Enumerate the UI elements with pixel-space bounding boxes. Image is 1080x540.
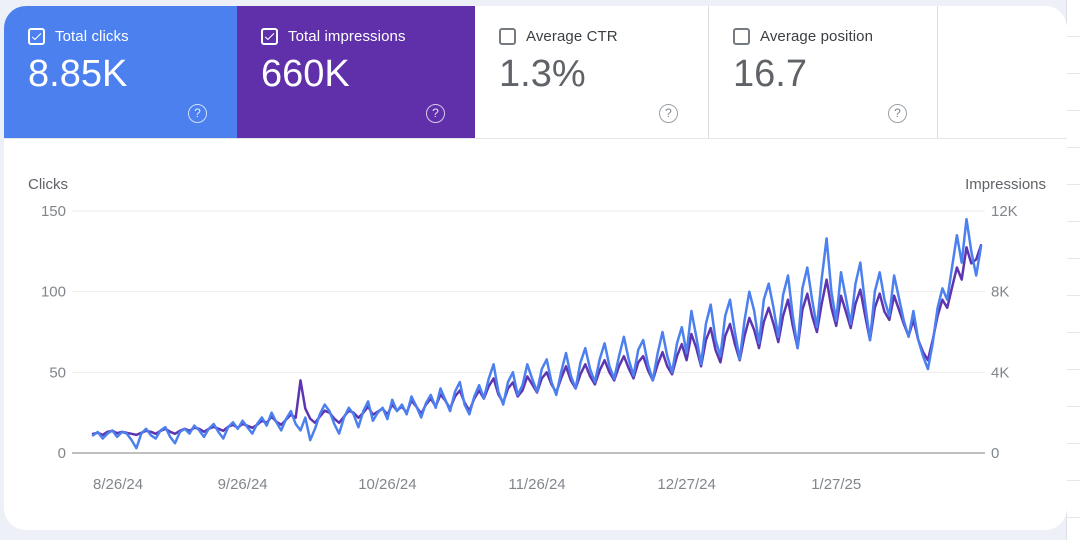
metric-label: Average position xyxy=(760,28,874,45)
left-axis-tick-label: 0 xyxy=(58,445,66,462)
left-axis-title: Clicks xyxy=(28,176,68,193)
metric-header: Average CTR xyxy=(499,28,708,45)
chart-plot-area[interactable]: 150 12K 100 8K 50 4K 0 0 8/26/24 9/26/24 10/26/24 1… xyxy=(4,166,1067,530)
checkbox-checked-icon[interactable] xyxy=(261,28,278,45)
help-icon[interactable]: ? xyxy=(426,104,445,123)
clicks-line-series[interactable] xyxy=(91,217,983,450)
metric-value: 1.3% xyxy=(499,53,586,95)
x-axis-tick-label: 11/26/24 xyxy=(508,476,565,493)
checkbox-unchecked-icon[interactable] xyxy=(499,28,516,45)
metric-card-average-ctr[interactable]: Average CTR 1.3% ? xyxy=(475,6,709,138)
metric-value: 660K xyxy=(261,53,350,95)
right-axis-tick-label: 4K xyxy=(991,364,1009,381)
x-axis-tick-label: 10/26/24 xyxy=(358,476,416,493)
metric-header: Average position xyxy=(733,28,937,45)
right-axis-tick-label: 0 xyxy=(991,445,999,462)
performance-card: Total clicks 8.85K ? Total impressions 6… xyxy=(4,6,1067,530)
right-axis-tick-label: 12K xyxy=(991,203,1018,220)
metric-label: Average CTR xyxy=(526,28,618,45)
x-axis-tick-label: 1/27/25 xyxy=(811,476,861,493)
metric-row-spacer xyxy=(938,6,1067,138)
background-sheet-grid xyxy=(1066,0,1080,540)
help-icon[interactable]: ? xyxy=(659,104,678,123)
x-axis-tick-label: 8/26/24 xyxy=(93,476,143,493)
right-axis-title: Impressions xyxy=(965,176,1046,193)
help-icon[interactable]: ? xyxy=(888,104,907,123)
metric-card-total-clicks[interactable]: Total clicks 8.85K ? xyxy=(4,6,237,138)
metric-header: Total impressions xyxy=(261,28,475,45)
metric-label: Total impressions xyxy=(288,28,406,45)
left-axis-tick-label: 50 xyxy=(49,364,66,381)
checkbox-unchecked-icon[interactable] xyxy=(733,28,750,45)
metric-value: 16.7 xyxy=(733,53,807,95)
metric-label: Total clicks xyxy=(55,28,129,45)
metric-value: 8.85K xyxy=(28,53,128,95)
metric-card-average-position[interactable]: Average position 16.7 ? xyxy=(709,6,938,138)
x-axis-tick-label: 9/26/24 xyxy=(218,476,268,493)
impressions-line-series[interactable] xyxy=(91,244,983,437)
x-axis-tick-label: 12/27/24 xyxy=(657,476,715,493)
metric-header: Total clicks xyxy=(28,28,237,45)
left-axis-tick-label: 100 xyxy=(41,284,66,301)
right-axis-tick-label: 8K xyxy=(991,284,1009,301)
metric-card-total-impressions[interactable]: Total impressions 660K ? xyxy=(237,6,475,138)
metric-cards-row: Total clicks 8.85K ? Total impressions 6… xyxy=(4,6,1067,139)
help-icon[interactable]: ? xyxy=(188,104,207,123)
checkbox-checked-icon[interactable] xyxy=(28,28,45,45)
left-axis-tick-label: 150 xyxy=(41,203,66,220)
performance-chart: Clicks Impressions 150 12K 100 8K 50 4K 0 0 8/26… xyxy=(4,166,1067,530)
